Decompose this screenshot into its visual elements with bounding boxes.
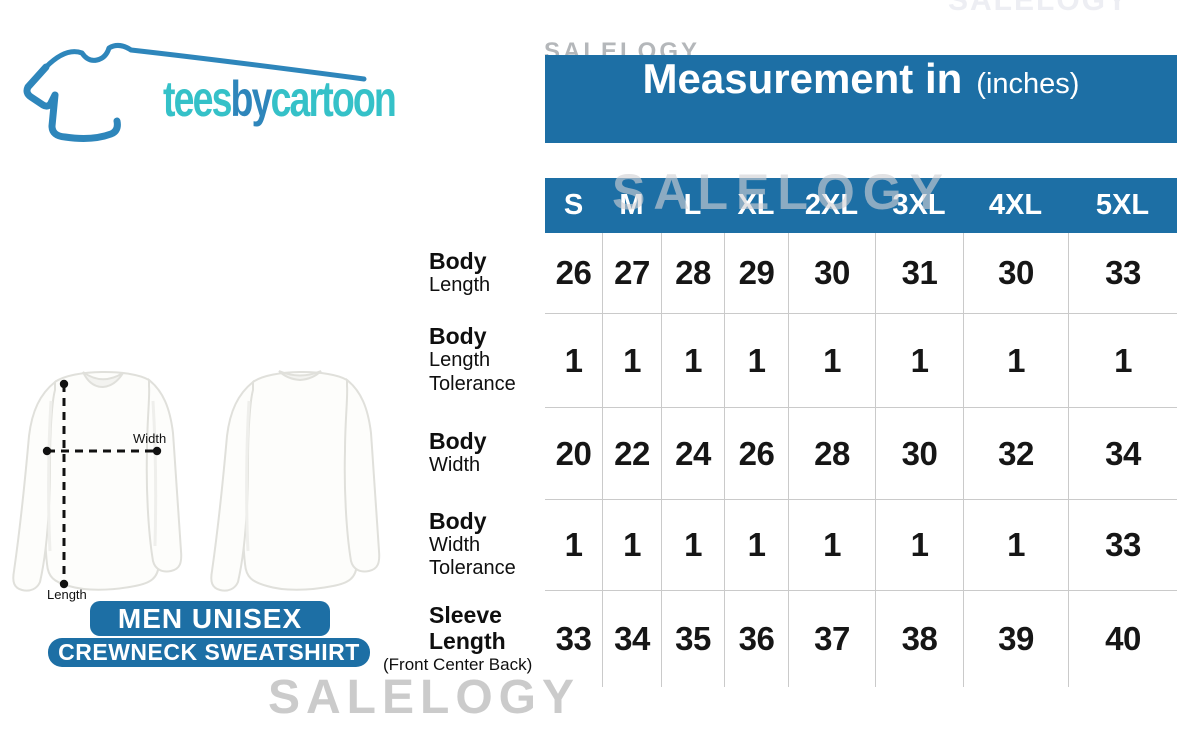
measurement-value: 31	[875, 233, 963, 313]
sweatshirt-front-view	[12, 371, 183, 592]
measurement-value: 22	[602, 407, 661, 499]
row-label: Body Length Tolerance	[380, 313, 545, 407]
size-column-header: XL	[737, 189, 775, 221]
brand-logotype: teesbycartoon	[163, 70, 397, 128]
measurement-value: 1	[788, 499, 875, 590]
measurement-value: 30	[875, 407, 963, 499]
row-label-line: Body	[429, 507, 487, 534]
measurement-value: 33	[545, 590, 602, 687]
row-label-line: (Front Center Back)	[383, 654, 533, 674]
measurement-value: 27	[602, 233, 661, 313]
measurement-value: 35	[661, 590, 724, 687]
measurement-value: 24	[661, 407, 724, 499]
measurement-value: 1	[545, 499, 602, 590]
row-label-line: Body	[429, 428, 487, 455]
size-table: Body Length 26 27 28 29 30 31 30 33 Body Length Tole…	[380, 233, 1177, 687]
measurement-value: 1	[963, 313, 1068, 407]
measurement-value: 30	[788, 233, 875, 313]
size-column-header: 2XL	[804, 189, 859, 221]
measurement-header-bar: Measurement in (inches)	[545, 55, 1177, 143]
size-column-header: 3XL	[892, 189, 946, 221]
measurement-value: 34	[602, 590, 661, 687]
row-label-line: Length	[429, 349, 491, 372]
watermark-size-row: SALELOGY	[612, 164, 952, 220]
product-type-banner: CREWNECK SWEATSHIRT	[48, 638, 370, 667]
measurement-value: 1	[661, 313, 724, 407]
row-label-line: Width	[429, 533, 481, 556]
measurement-value: 37	[788, 590, 875, 687]
measurement-value: 20	[545, 407, 602, 499]
measurement-value: 38	[875, 590, 963, 687]
row-label-line: Body	[429, 323, 487, 350]
measurement-value: 1	[661, 499, 724, 590]
measurement-value: 1	[724, 499, 788, 590]
measurement-value: 32	[963, 407, 1068, 499]
measurement-value: 1	[602, 313, 661, 407]
measurement-value: 1	[788, 313, 875, 407]
product-name-banner: MEN UNISEX	[90, 601, 330, 636]
measurement-unit: (inches)	[976, 68, 1080, 100]
row-label-line: Length	[429, 627, 506, 654]
row-label-line: Body	[429, 248, 487, 275]
measurement-value: 30	[963, 233, 1068, 313]
tshirt-logo-icon	[23, 42, 367, 142]
measurement-value: 1	[875, 313, 963, 407]
measurement-value: 1	[724, 313, 788, 407]
logo-part-by: by	[230, 71, 273, 127]
size-column-header: L	[683, 189, 702, 221]
row-label-line: Width	[429, 454, 481, 477]
size-column-header: 4XL	[988, 189, 1043, 221]
row-label: Body Width	[380, 407, 545, 499]
row-label-line: Tolerance	[429, 557, 516, 580]
measurement-value: 1	[545, 313, 602, 407]
logo-part-tees: tees	[163, 71, 232, 127]
sweatshirt-diagram: Width Length	[12, 370, 381, 602]
size-column-header: 5XL	[1095, 189, 1150, 221]
row-label-line: Tolerance	[429, 372, 516, 395]
watermark-bottom: SALELOGY	[268, 671, 581, 724]
measurement-value: 36	[724, 590, 788, 687]
measurement-value: 34	[1068, 407, 1177, 499]
size-column-header: M	[619, 189, 644, 221]
measurement-value: 1	[875, 499, 963, 590]
row-label: Body Length	[380, 233, 545, 313]
sweatshirt-back-view	[210, 370, 381, 592]
measurement-annotations: Width Length	[42, 379, 166, 602]
measurement-value: 26	[555, 254, 592, 291]
measurement-value: 39	[963, 590, 1068, 687]
logo-part-cartoon: cartoon	[270, 71, 397, 127]
width-label: Width	[133, 431, 166, 446]
measurement-title: Measurement in	[642, 55, 963, 102]
size-column-header: S	[563, 189, 584, 221]
measurement-value: 1	[602, 499, 661, 590]
measurement-value: 29	[724, 233, 788, 313]
measurement-value: 40	[1068, 590, 1177, 687]
row-label: Sleeve Length (Front Center Back)	[380, 590, 545, 687]
length-label: Length	[47, 587, 87, 602]
measurement-value: 28	[661, 233, 724, 313]
measurement-value: 1	[963, 499, 1068, 590]
measurement-value: 28	[788, 407, 875, 499]
row-label: Body Width Tolerance	[380, 499, 545, 590]
measurement-value: 1	[1068, 313, 1177, 407]
measurement-value: 33	[1068, 499, 1177, 590]
row-label-line: Sleeve	[429, 601, 502, 628]
watermark-top-right: SALELOGY	[948, 0, 1130, 17]
row-label-line: Length	[429, 274, 491, 297]
measurement-value: 33	[1068, 233, 1177, 313]
measurement-value: 26	[724, 407, 788, 499]
size-header-row: S M L XL 2XL 3XL 4XL 5XL	[545, 178, 1177, 233]
